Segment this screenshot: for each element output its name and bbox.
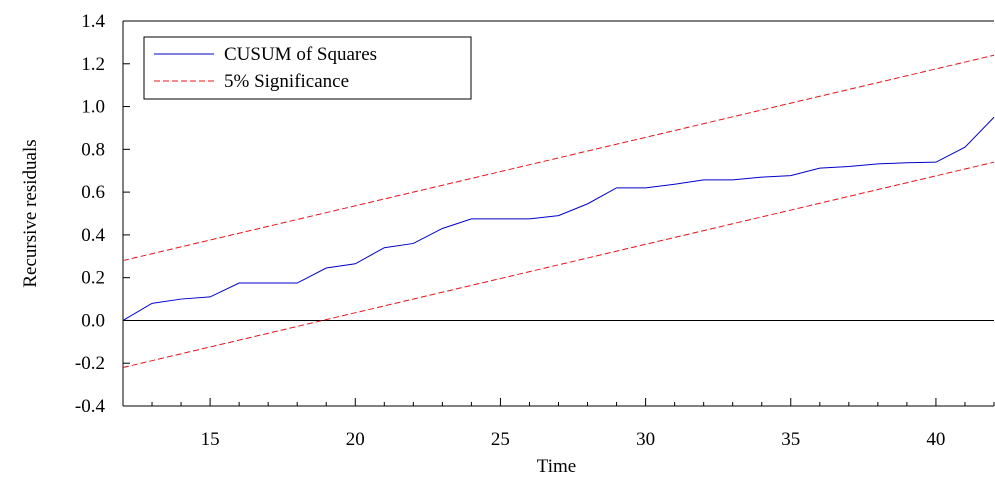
y-tick-label: 0.8 <box>81 139 105 160</box>
x-tick-label: 25 <box>491 429 510 450</box>
y-tick-label: 1.4 <box>81 11 105 32</box>
x-tick-label: 35 <box>781 429 800 450</box>
x-tick-label: 20 <box>346 429 365 450</box>
y-tick-label: 0.2 <box>81 268 105 289</box>
y-tick-label: 0.4 <box>81 225 105 246</box>
y-tick-label: 0.0 <box>81 310 105 331</box>
legend: CUSUM of Squares 5% Significance <box>143 36 472 100</box>
cusum-line <box>122 116 995 321</box>
x-tick-label: 30 <box>636 429 655 450</box>
lower-significance-line <box>122 161 995 368</box>
y-tick-label: 1.2 <box>81 54 105 75</box>
x-tick-label: 15 <box>201 429 220 450</box>
legend-box <box>143 36 472 100</box>
x-tick-label: 40 <box>926 429 945 450</box>
y-tick-label: -0.4 <box>75 396 106 417</box>
y-tick-label: 1.0 <box>81 97 105 118</box>
x-axis-title: Time <box>537 456 576 474</box>
y-axis-title: Recursive residuals <box>20 139 41 287</box>
upper-significance-line <box>122 54 995 262</box>
axes-layer: -0.4 -0.2 0.0 0.2 0.4 0.6 0.8 1.0 1.2 1.4 15 20 25 30… <box>75 11 995 450</box>
y-tick-label: 0.6 <box>81 182 105 203</box>
series-layer <box>122 54 995 368</box>
legend-label: CUSUM of Squares <box>224 44 377 65</box>
y-tick-label: -0.2 <box>75 353 105 374</box>
legend-label: 5% Significance <box>224 71 349 92</box>
